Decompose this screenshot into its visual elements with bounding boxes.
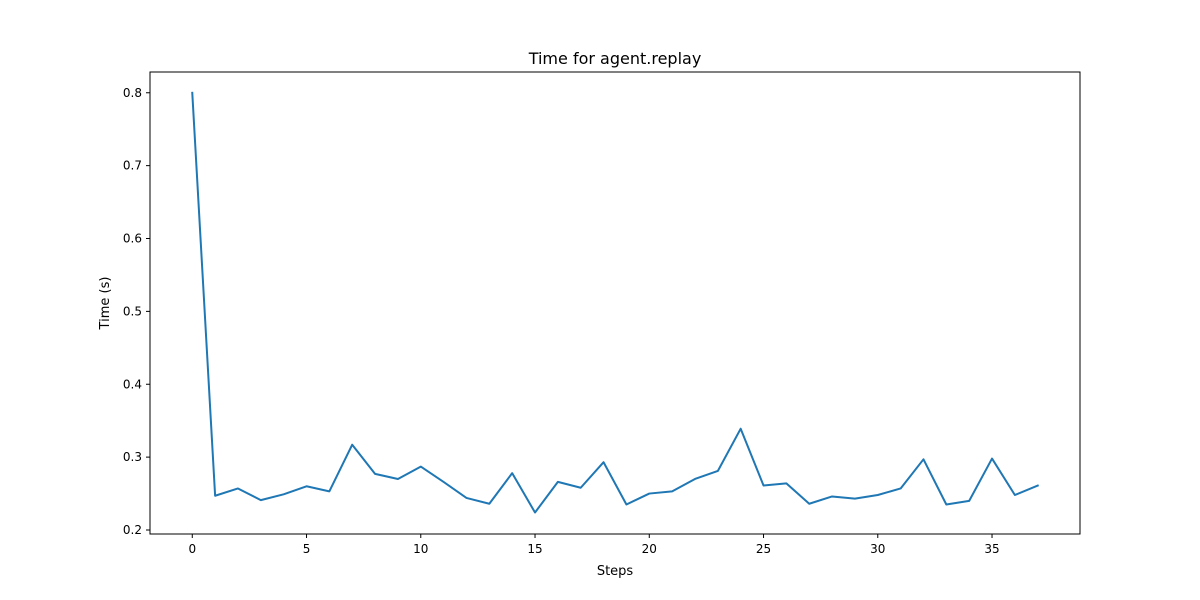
y-tick-label: 0.6 xyxy=(123,232,142,246)
data-point xyxy=(260,499,262,501)
data-point xyxy=(785,482,787,484)
data-point xyxy=(671,490,673,492)
data-point xyxy=(580,487,582,489)
y-tick-label: 0.2 xyxy=(123,523,142,537)
data-point xyxy=(831,495,833,497)
data-point xyxy=(214,495,216,497)
data-point xyxy=(740,428,742,430)
x-tick-label: 5 xyxy=(303,542,311,556)
data-point xyxy=(900,487,902,489)
chart-title: Time for agent.replay xyxy=(528,49,702,68)
x-axis-label: Steps xyxy=(597,564,634,579)
data-point xyxy=(922,458,924,460)
x-tick-label: 15 xyxy=(527,542,542,556)
data-point xyxy=(1014,494,1016,496)
series-line xyxy=(191,91,1040,514)
data-point xyxy=(397,478,399,480)
data-point xyxy=(465,497,467,499)
data-point xyxy=(763,485,765,487)
data-point xyxy=(328,490,330,492)
x-axis: 0 5 10 15 20 25 30 35 xyxy=(188,534,1000,556)
y-tick-label: 0.5 xyxy=(123,304,142,318)
data-point xyxy=(968,500,970,502)
axes-frame xyxy=(149,71,1081,535)
data-point xyxy=(191,92,193,94)
data-point xyxy=(1037,485,1039,487)
data-point xyxy=(283,493,285,495)
data-point xyxy=(991,458,993,460)
y-axis: 0.2 0.3 0.4 0.5 0.6 0.7 0.8 xyxy=(123,86,150,537)
data-point xyxy=(351,444,353,446)
y-tick-label: 0.7 xyxy=(123,159,142,173)
x-tick-label: 10 xyxy=(413,542,428,556)
y-tick-label: 0.4 xyxy=(123,377,142,391)
x-tick-label: 20 xyxy=(642,542,657,556)
x-tick-label: 30 xyxy=(870,542,885,556)
data-point xyxy=(808,503,810,505)
data-point xyxy=(374,473,376,475)
data-point xyxy=(603,461,605,463)
data-point xyxy=(557,481,559,483)
x-tick-label: 0 xyxy=(188,542,196,556)
data-point xyxy=(534,512,536,514)
data-point xyxy=(694,478,696,480)
data-point xyxy=(306,485,308,487)
data-point xyxy=(237,487,239,489)
y-tick-label: 0.8 xyxy=(123,86,142,100)
data-point xyxy=(854,498,856,500)
x-tick-label: 25 xyxy=(756,542,771,556)
data-point xyxy=(877,494,879,496)
y-tick-label: 0.3 xyxy=(123,450,142,464)
y-axis-label: Time (s) xyxy=(98,277,113,331)
data-point xyxy=(625,503,627,505)
data-point xyxy=(420,466,422,468)
data-point xyxy=(717,470,719,472)
data-point xyxy=(488,503,490,505)
plot-area xyxy=(149,71,1081,535)
x-tick-label: 35 xyxy=(984,542,999,556)
data-point xyxy=(648,493,650,495)
data-point xyxy=(443,481,445,483)
data-point xyxy=(945,503,947,505)
data-point xyxy=(511,472,513,474)
